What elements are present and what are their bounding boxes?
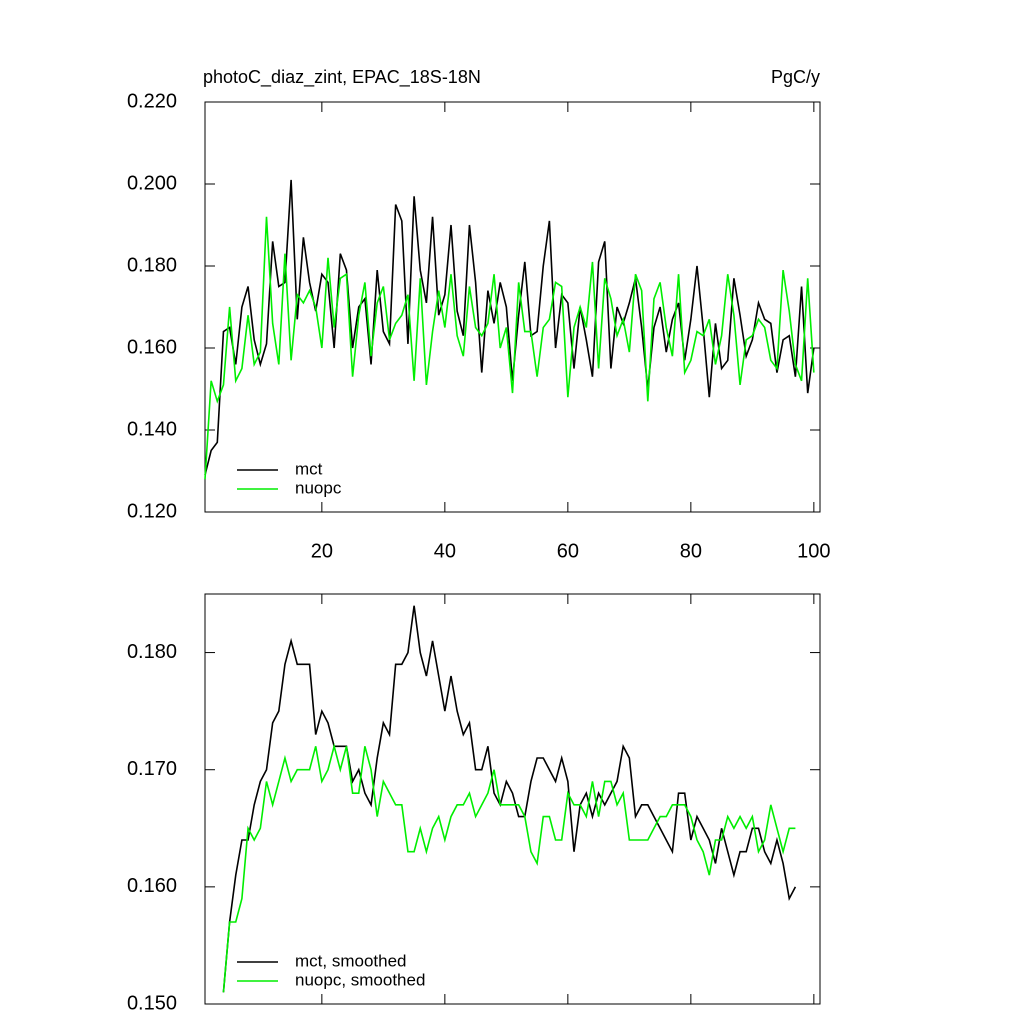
plot-frame <box>204 593 821 1005</box>
y-tick-label: 0.160 <box>127 336 177 358</box>
chart-title: photoC_diaz_zint, EPAC_18S-18N <box>203 67 481 88</box>
y-tick-label: 0.140 <box>127 418 177 440</box>
y-tick-label: 0.160 <box>127 875 177 897</box>
y-tick-label: 0.220 <box>127 90 177 112</box>
legend-label: nuopc, smoothed <box>295 970 425 989</box>
y-tick-label: 0.200 <box>127 172 177 194</box>
legend-label: mct, smoothed <box>295 951 407 970</box>
x-tick-label: 100 <box>797 540 830 562</box>
legend-label: nuopc <box>295 478 342 497</box>
x-tick-label: 40 <box>434 540 456 562</box>
y-tick-label: 0.150 <box>127 992 177 1014</box>
y-tick-label: 0.170 <box>127 758 177 780</box>
line-series <box>222 743 796 993</box>
y-tick-label: 0.180 <box>127 254 177 276</box>
x-tick-label: 20 <box>311 540 333 562</box>
line-series <box>204 179 815 476</box>
plot-frame <box>204 101 821 513</box>
units-label: PgC/y <box>771 67 820 87</box>
line-series <box>222 605 797 993</box>
x-tick-label: 80 <box>680 540 702 562</box>
legend-label: mct <box>295 459 323 478</box>
line-series <box>204 216 815 480</box>
x-tick-label: 60 <box>557 540 579 562</box>
y-tick-label: 0.120 <box>127 500 177 522</box>
y-tick-label: 0.180 <box>127 641 177 663</box>
